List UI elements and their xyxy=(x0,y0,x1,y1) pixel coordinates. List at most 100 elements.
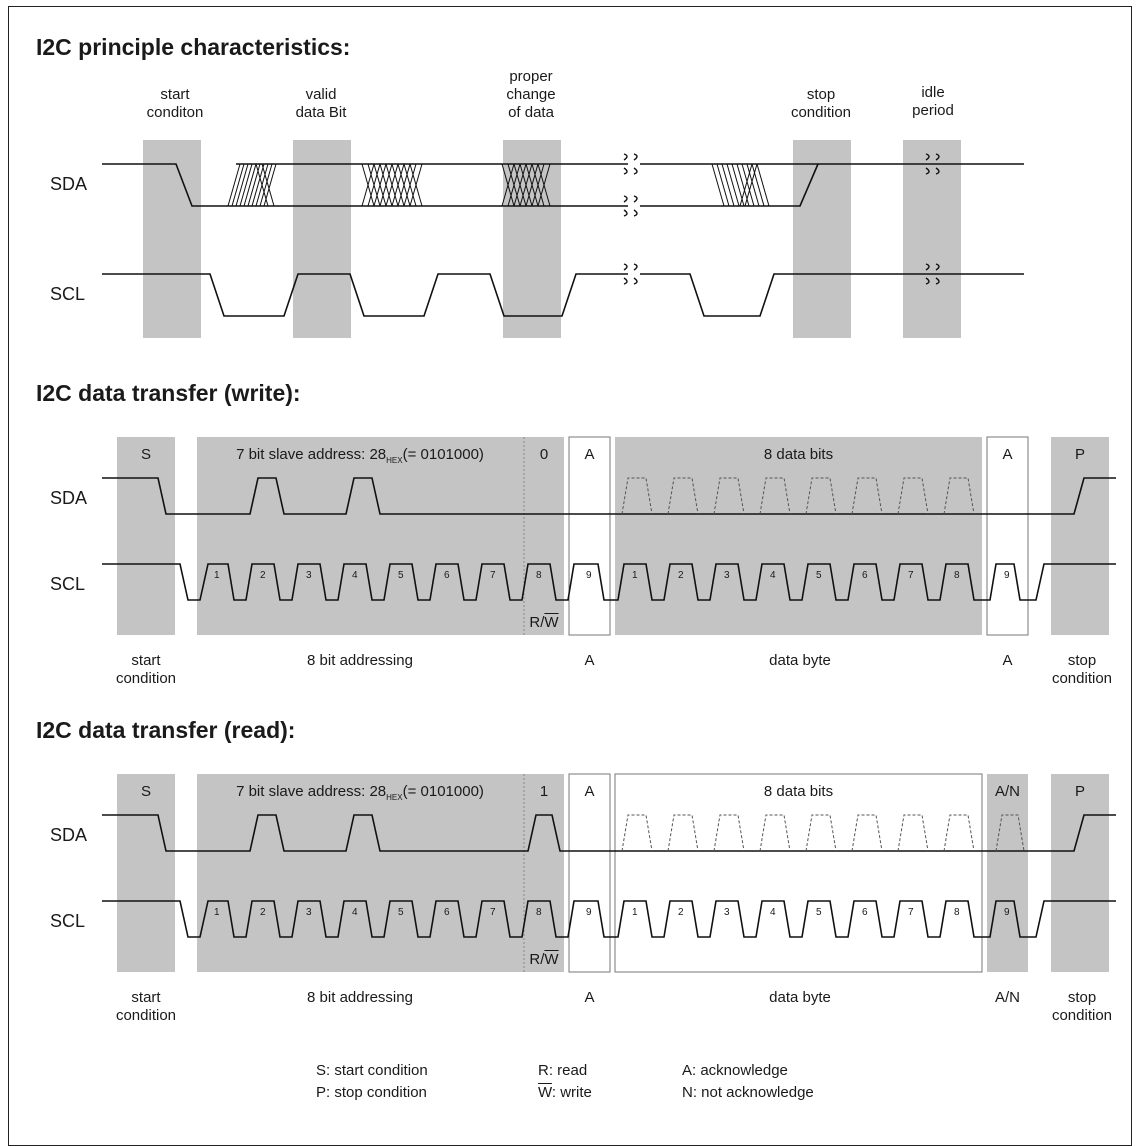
write-bottom-start: start condition xyxy=(115,652,177,687)
clock-number-address: 7 xyxy=(490,570,496,581)
clock-number-data: 4 xyxy=(770,907,776,918)
legend-col-2: R: read W: write xyxy=(538,1060,592,1104)
clock-number-address: 1 xyxy=(214,907,220,918)
read-ack2-cell: A/N xyxy=(994,783,1020,800)
clock-number-data: 3 xyxy=(724,570,730,581)
clock-number-ack: 9 xyxy=(1004,570,1010,581)
write-ack2-band xyxy=(986,436,1029,636)
write-rw-bit-cell: 0 xyxy=(539,446,549,463)
clock-number-data: 5 xyxy=(816,570,822,581)
write-stop-cell: P xyxy=(1074,446,1085,463)
clock-number-address: 6 xyxy=(444,570,450,581)
legend-n: N: not acknowledge xyxy=(682,1084,814,1101)
read-ack1-cell: A xyxy=(584,783,595,800)
scl-label-3: SCL xyxy=(50,911,86,931)
write-rw-label: R/W xyxy=(529,614,559,631)
clock-number-address: 8 xyxy=(536,907,542,918)
clock-number-ack: 9 xyxy=(1004,907,1010,918)
scl-trace xyxy=(102,273,1024,317)
sda-label-2: SDA xyxy=(50,488,88,508)
read-stop-band xyxy=(1051,774,1109,972)
break-marks xyxy=(623,153,940,285)
write-sda-trace xyxy=(102,477,1116,515)
idle-band xyxy=(903,140,961,338)
read-start-cell: S xyxy=(140,783,151,800)
write-data-cell: 8 data bits xyxy=(763,446,834,463)
clock-number-data: 8 xyxy=(954,570,960,581)
sda-trace xyxy=(102,163,1024,207)
write-bottom-ack2: A xyxy=(1002,652,1013,669)
legend-col-3: A: acknowledge N: not acknowledge xyxy=(682,1060,814,1104)
clock-number-address: 1 xyxy=(214,570,220,581)
start-band xyxy=(143,140,201,338)
read-bottom-data: data byte xyxy=(769,989,831,1006)
clock-number-data: 5 xyxy=(816,907,822,918)
phase-valid-label: valid data Bit xyxy=(295,86,347,121)
write-bands xyxy=(117,436,1109,636)
read-bottom-start: start condition xyxy=(115,989,177,1024)
write-data-band xyxy=(615,437,982,635)
read-sda-data-dashes xyxy=(621,814,1025,852)
clock-number-data: 1 xyxy=(632,907,638,918)
read-address-cell: 7 bit slave address: 28HEX(= 0101000) xyxy=(236,783,484,802)
change-band xyxy=(503,140,561,338)
clock-number-address: 8 xyxy=(536,570,542,581)
legend-col-1: S: start condition P: stop condition xyxy=(316,1060,428,1104)
scl-label-1: SCL xyxy=(50,284,86,304)
legend-a: A: acknowledge xyxy=(682,1062,788,1079)
read-address-band xyxy=(197,774,564,972)
legend-w: W: write xyxy=(538,1084,592,1101)
write-bottom-ack1: A xyxy=(584,652,595,669)
clock-number-address: 7 xyxy=(490,907,496,918)
clock-number-data: 7 xyxy=(908,570,914,581)
clock-number-address: 2 xyxy=(260,907,266,918)
read-rw-label: R/W xyxy=(529,951,559,968)
phase-change-label: proper change of data xyxy=(506,68,556,121)
scl-label-2: SCL xyxy=(50,574,86,594)
read-ack2-band xyxy=(987,774,1028,972)
write-bottom-data: data byte xyxy=(769,652,831,669)
clock-number-data: 8 xyxy=(954,907,960,918)
read-title: I2C data transfer (read): xyxy=(36,717,296,743)
read-ack1-band xyxy=(568,773,611,973)
clock-number-address: 4 xyxy=(352,570,358,581)
write-sda-data-dashes xyxy=(621,477,975,515)
phase-bands xyxy=(143,140,961,338)
write-bottom-stop: stop condition xyxy=(1051,652,1113,687)
sda-hatch xyxy=(227,163,770,207)
clock-number-address: 5 xyxy=(398,570,404,581)
clock-number-address: 3 xyxy=(306,570,312,581)
write-address-cell: 7 bit slave address: 28HEX(= 0101000) xyxy=(236,446,484,465)
clock-number-data: 2 xyxy=(678,570,684,581)
clock-number-data: 6 xyxy=(862,907,868,918)
read-data-band xyxy=(614,773,983,973)
write-start-cell: S xyxy=(140,446,151,463)
sda-label-1: SDA xyxy=(50,174,88,194)
read-sda-trace xyxy=(102,814,1116,852)
valid-band xyxy=(293,140,351,338)
sda-label-3: SDA xyxy=(50,825,88,845)
write-start-band xyxy=(117,437,175,635)
stop-band xyxy=(793,140,851,338)
write-title: I2C data transfer (write): xyxy=(36,380,301,406)
read-scl-trace xyxy=(102,900,1116,938)
legend-s: S: start condition xyxy=(316,1062,428,1079)
read-timing-diagram xyxy=(102,773,1116,973)
clock-number-address: 3 xyxy=(306,907,312,918)
write-timing-diagram xyxy=(102,436,1116,636)
write-stop-band xyxy=(1051,437,1109,635)
phase-stop-label: stop condition xyxy=(790,86,852,121)
principle-timing-diagram xyxy=(102,140,1024,338)
write-ack2-cell: A xyxy=(1002,446,1013,463)
legend-r: R: read xyxy=(538,1062,588,1079)
write-address-band xyxy=(197,437,564,635)
clock-number-address: 2 xyxy=(260,570,266,581)
read-bottom-ack1: A xyxy=(584,989,595,1006)
write-bottom-addressing: 8 bit addressing xyxy=(307,652,413,669)
read-bottom-ack2: A/N xyxy=(994,989,1020,1006)
read-bottom-addressing: 8 bit addressing xyxy=(307,989,413,1006)
clock-number-data: 4 xyxy=(770,570,776,581)
phase-idle-label: idle period xyxy=(912,84,954,119)
write-scl-trace xyxy=(102,563,1116,601)
clock-number-data: 6 xyxy=(862,570,868,581)
